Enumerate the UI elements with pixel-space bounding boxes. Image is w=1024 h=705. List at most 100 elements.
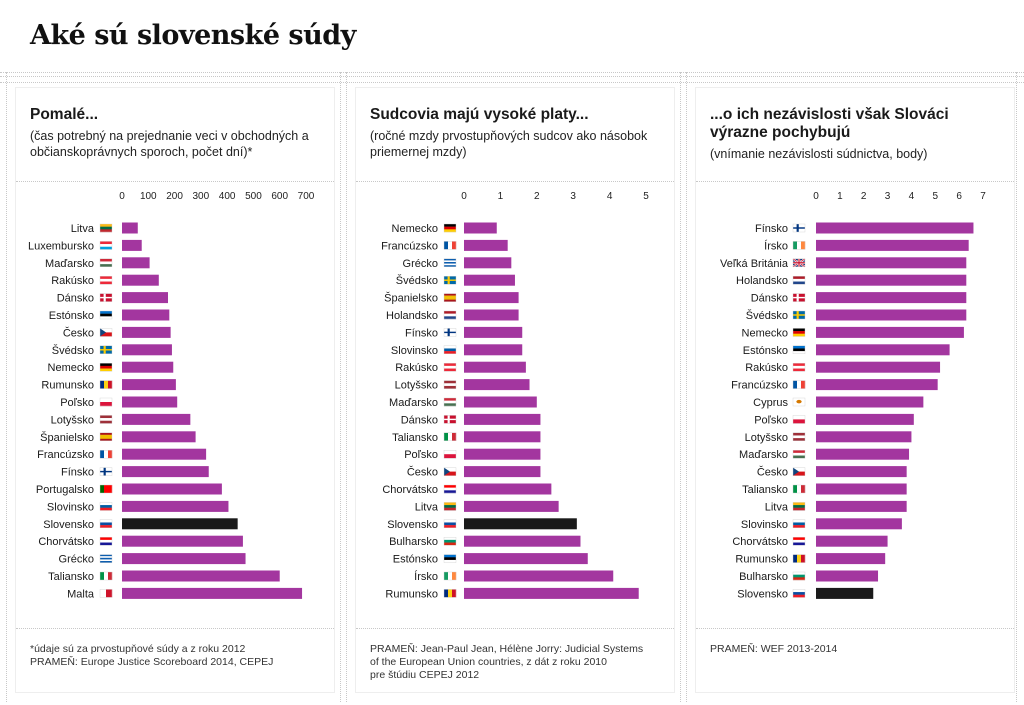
bar-chorvatsko [464, 483, 552, 495]
category-label: Luxembursko [28, 240, 94, 252]
panel-title: Sudcovia majú vysoké platy... [370, 106, 589, 123]
bar-svedsko [122, 344, 172, 356]
x-tick-label: 4 [909, 191, 915, 202]
bar-lotyssko [816, 431, 912, 443]
x-tick-label: 100 [140, 191, 157, 202]
flag-malta-icon [99, 589, 113, 598]
footnote-line: PRAMEŇ: Jean-Paul Jean, Hélène Jorry: Ju… [370, 643, 644, 655]
category-label: Írsko [414, 570, 438, 583]
bar-highlight-slovensko [464, 518, 577, 530]
flag-spanielsko-icon [443, 293, 457, 302]
flag-finsko-icon [443, 328, 457, 337]
flag-slovensko-icon [792, 589, 806, 598]
bar-taliansko [816, 483, 907, 495]
category-label: Maďarsko [389, 397, 438, 409]
bar-finsko [816, 222, 974, 234]
bar-slovinsko [816, 518, 902, 530]
category-label: Grécko [59, 554, 94, 566]
category-label: Nemecko [742, 327, 788, 339]
bar-svedsko [816, 309, 967, 321]
flag-slovinsko-icon [99, 502, 113, 511]
category-label: Dánsko [401, 414, 438, 426]
flag-lotyssko-icon [792, 432, 806, 441]
category-label: Slovinsko [391, 345, 438, 357]
x-tick-label: 2 [861, 191, 867, 202]
flag-svedsko-icon [792, 310, 806, 320]
flag-rumunsko-icon [99, 380, 113, 389]
category-label: Lotyšsko [745, 432, 788, 444]
category-label: Švédsko [52, 344, 94, 357]
flag-litva-icon [792, 502, 806, 511]
flag-madarsko-icon [99, 258, 113, 268]
category-label: Rakúsko [395, 362, 438, 374]
flag-nemecko-icon [443, 223, 457, 233]
category-label: Cyprus [753, 397, 788, 409]
flag-irsko-icon [443, 571, 457, 581]
x-tick-label: 3 [570, 191, 576, 202]
category-label: Slovinsko [47, 501, 94, 513]
flag-svedsko-icon [443, 275, 457, 285]
bar-nemecko [816, 326, 964, 338]
x-tick-label: 0 [119, 191, 125, 202]
bar-taliansko [122, 570, 280, 582]
category-label: Poľsko [404, 449, 438, 461]
category-label: Francúzsko [381, 240, 438, 252]
category-label: Rumunsko [385, 588, 438, 600]
bar-estonsko [464, 553, 588, 565]
flag-litva-icon [443, 502, 457, 511]
bar-holandsko [464, 309, 519, 321]
flag-taliansko-icon [443, 432, 457, 441]
bar-finsko [464, 326, 523, 338]
category-label: Litva [71, 223, 95, 235]
x-tick-label: 700 [298, 191, 315, 202]
footnote: PRAMEŇ: WEF 2013-2014 [710, 643, 1010, 656]
bar-estonsko [816, 344, 950, 356]
category-label: Maďarsko [45, 258, 94, 270]
category-label: Portugalsko [36, 484, 94, 496]
bar-cyprus [816, 396, 924, 408]
flag-holandsko-icon [443, 310, 457, 320]
flag-slovensko-icon [443, 519, 457, 528]
category-label: Bulharsko [389, 536, 438, 548]
category-label: Taliansko [392, 432, 438, 444]
category-label: Dánsko [751, 293, 788, 305]
category-label: Francúzsko [731, 380, 788, 392]
bar-madarsko [464, 396, 537, 408]
x-tick-label: 0 [461, 191, 467, 202]
flag-bulharsko-icon [443, 537, 457, 546]
category-label: Švédsko [746, 309, 788, 322]
bar-dansko [816, 292, 967, 304]
x-tick-label: 500 [245, 191, 262, 202]
bar-litva [122, 222, 138, 234]
category-label: Španielsko [384, 292, 438, 305]
panel-judge-salaries: Sudcovia majú vysoké platy... (ročné mzd… [356, 88, 674, 692]
category-label: Nemecko [392, 223, 438, 235]
footnote-line: PRAMEŇ: WEF 2013-2014 [710, 643, 838, 655]
category-label: Francúzsko [37, 449, 94, 461]
category-label: Slovinsko [741, 519, 788, 531]
page-title: Aké sú slovenské súdy [30, 20, 356, 51]
flag-chorvatsko-icon [443, 484, 457, 494]
footnote: *údaje sú za prvostupňové súdy a z roku … [30, 643, 330, 669]
flag-taliansko-icon [99, 571, 113, 581]
bar-cesko [464, 466, 541, 478]
flag-taliansko-icon [792, 484, 806, 494]
flag-nemecko-icon [99, 363, 113, 372]
flag-slovinsko-icon [792, 519, 806, 528]
bar-slovinsko [122, 500, 229, 512]
footnote-line: PRAMEŇ: Europe Justice Scoreboard 2014, … [30, 656, 274, 668]
category-label: Estónsko [393, 554, 438, 566]
bar-rakusko [816, 361, 941, 373]
category-label: Maďarsko [739, 449, 788, 461]
flag-polsko-icon [99, 397, 113, 407]
flag-holandsko-icon [792, 275, 806, 285]
category-label: Grécko [403, 258, 438, 270]
category-label: Lotyšsko [51, 414, 94, 426]
bar-estonsko [122, 309, 170, 321]
category-label: Česko [757, 466, 788, 479]
bar-rumunsko [122, 379, 176, 391]
bar-chorvatsko [816, 535, 888, 547]
bar-bulharsko [816, 570, 879, 582]
flag-luxembursko-icon [99, 241, 113, 250]
bar-spanielsko [122, 431, 196, 443]
